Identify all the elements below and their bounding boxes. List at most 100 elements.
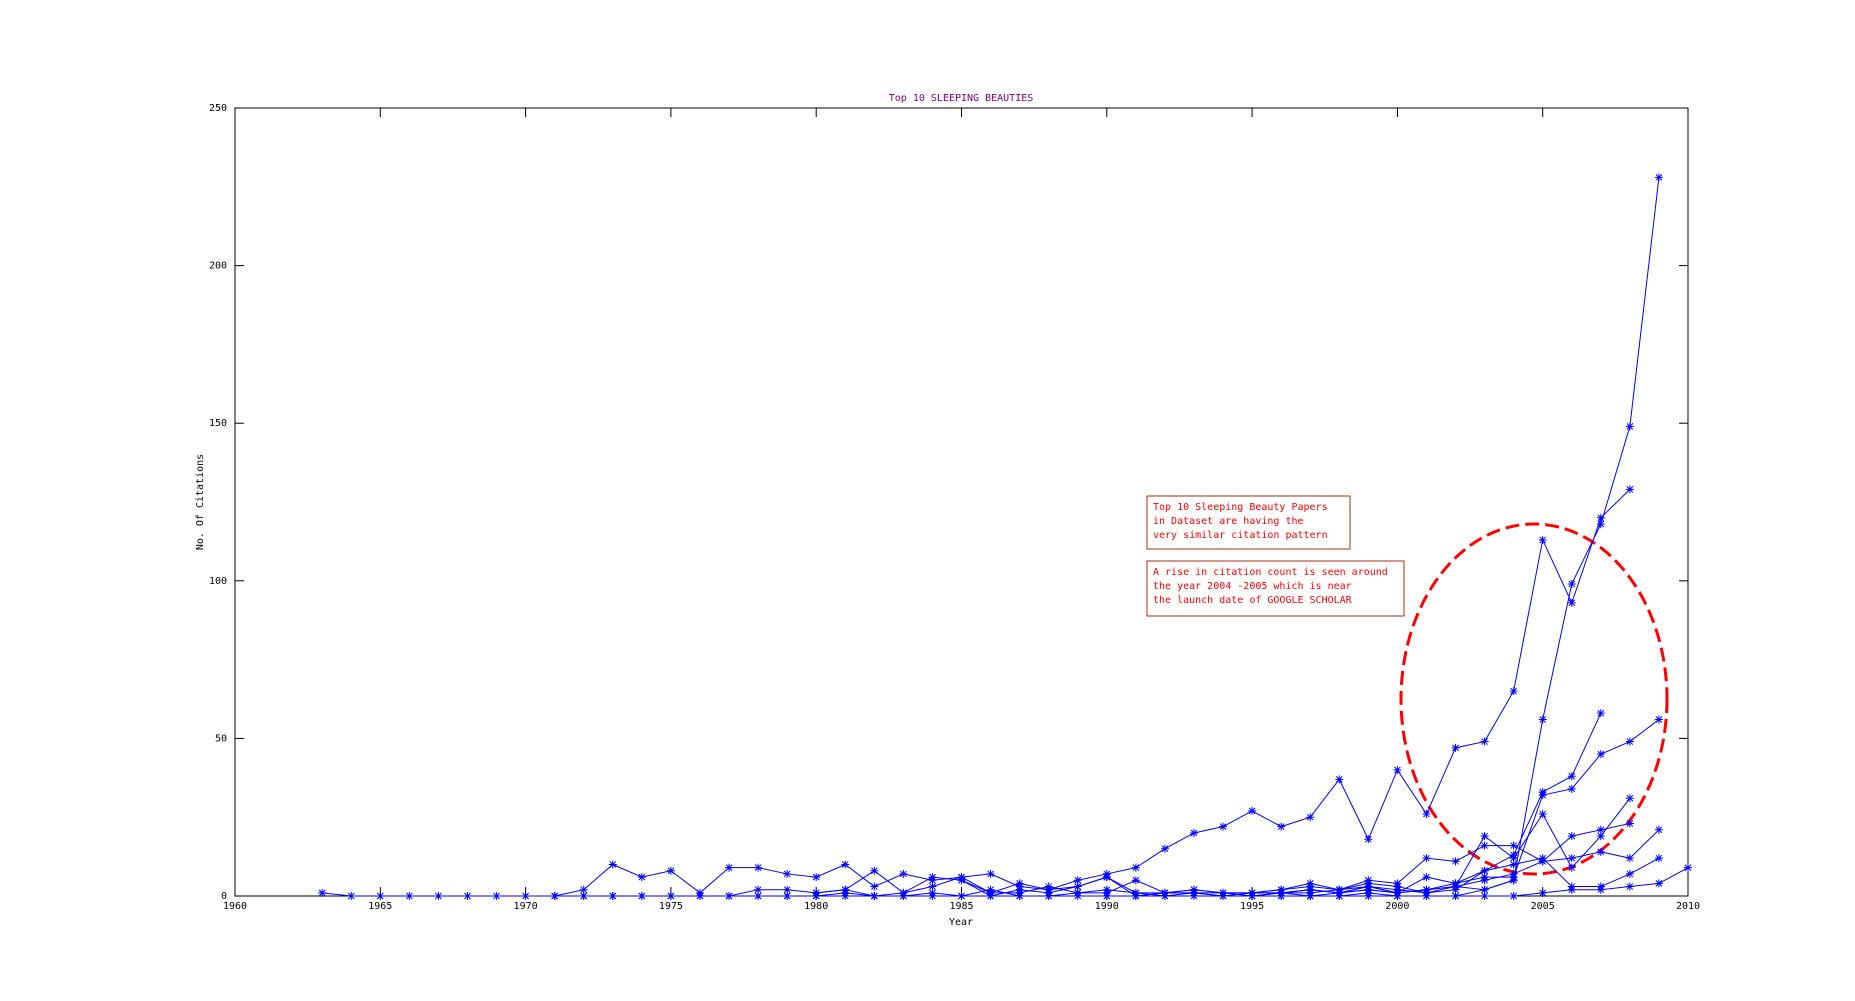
annotation-box — [1146, 495, 1351, 550]
series-marker — [1596, 847, 1605, 856]
series-marker — [1422, 810, 1431, 819]
series-marker — [1509, 892, 1518, 900]
series-marker — [783, 892, 792, 900]
series-marker — [1306, 885, 1315, 894]
series-marker — [870, 882, 879, 891]
series-marker — [1625, 485, 1634, 494]
series-marker — [1596, 709, 1605, 718]
y-tick-label: 250 — [209, 103, 227, 114]
series-marker — [1625, 737, 1634, 746]
series-marker — [841, 892, 850, 900]
y-tick-label: 0 — [221, 891, 227, 902]
series-marker — [1044, 882, 1053, 891]
series-marker — [1277, 892, 1286, 900]
series-marker — [1625, 854, 1634, 863]
y-tick-label: 50 — [215, 733, 227, 744]
series-marker — [928, 873, 937, 882]
series-line — [322, 489, 1631, 897]
series-marker — [986, 892, 995, 900]
x-tick-label: 1990 — [1095, 901, 1119, 912]
series-marker — [928, 892, 937, 900]
series-marker — [1073, 876, 1082, 885]
series-marker — [1102, 892, 1111, 900]
series-marker — [1364, 835, 1373, 844]
series-marker — [1509, 860, 1518, 869]
series-marker — [1538, 854, 1547, 863]
series-marker — [1509, 687, 1518, 696]
series-marker — [957, 892, 966, 900]
series-marker — [1684, 863, 1692, 872]
series-marker — [695, 892, 704, 900]
series-marker — [870, 892, 879, 900]
annotation-box — [1146, 560, 1405, 617]
series-marker — [1335, 892, 1344, 900]
series-marker — [754, 885, 763, 894]
series-marker — [1189, 892, 1198, 900]
x-tick-label: 1970 — [514, 901, 538, 912]
series-marker — [579, 885, 588, 894]
series-marker — [1625, 869, 1634, 878]
series-marker — [1131, 892, 1140, 900]
series-marker — [1596, 750, 1605, 759]
series-marker — [957, 873, 966, 882]
series-marker — [1480, 892, 1489, 900]
series-marker — [1596, 825, 1605, 834]
series-marker — [1422, 892, 1431, 900]
series-marker — [1654, 879, 1663, 888]
series-marker — [463, 892, 472, 900]
series-marker — [1480, 876, 1489, 885]
series-marker — [783, 885, 792, 894]
series-marker — [1131, 863, 1140, 872]
series-marker — [1509, 869, 1518, 878]
series-marker — [1160, 844, 1169, 853]
series-marker — [1073, 892, 1082, 900]
y-tick-label: 100 — [209, 576, 227, 587]
series-marker — [986, 869, 995, 878]
series-marker — [1248, 892, 1257, 900]
series-marker — [1654, 854, 1663, 863]
series-line — [554, 879, 1514, 897]
series-marker — [1480, 866, 1489, 875]
series-marker — [1015, 892, 1024, 900]
series-marker — [1451, 892, 1460, 900]
series-marker — [1567, 832, 1576, 841]
series-marker — [1625, 819, 1634, 828]
y-tick-label: 200 — [209, 261, 227, 272]
x-tick-label: 1985 — [949, 901, 973, 912]
series-marker — [1393, 892, 1402, 900]
series-marker — [1306, 879, 1315, 888]
series-marker — [608, 860, 617, 869]
series-marker — [1131, 876, 1140, 885]
series-marker — [1422, 885, 1431, 894]
series-marker — [1538, 810, 1547, 819]
series-marker — [1567, 784, 1576, 793]
series-marker — [1567, 579, 1576, 588]
series-marker — [347, 892, 356, 900]
series-marker — [1335, 775, 1344, 784]
series-marker — [1422, 873, 1431, 882]
series-marker — [1364, 882, 1373, 891]
series-marker — [1567, 598, 1576, 607]
series-marker — [1248, 806, 1257, 815]
series-marker — [1451, 857, 1460, 866]
series-marker — [492, 892, 501, 900]
x-tick-label: 1965 — [368, 901, 392, 912]
y-tick-label: 150 — [209, 418, 227, 429]
series-marker — [434, 892, 443, 900]
series-marker — [1015, 879, 1024, 888]
plot-frame — [234, 107, 1689, 897]
series-marker — [841, 885, 850, 894]
series-marker — [1596, 520, 1605, 529]
series-marker — [1567, 885, 1576, 894]
series-marker — [899, 869, 908, 878]
series-marker — [1480, 841, 1489, 850]
series-marker — [579, 892, 588, 900]
series-marker — [666, 866, 675, 875]
series-marker — [1538, 888, 1547, 897]
series-marker — [1567, 772, 1576, 781]
series-marker — [1044, 892, 1053, 900]
series-marker — [841, 860, 850, 869]
series-marker — [812, 892, 821, 900]
series-marker — [1509, 854, 1518, 863]
series-marker — [1219, 822, 1228, 831]
